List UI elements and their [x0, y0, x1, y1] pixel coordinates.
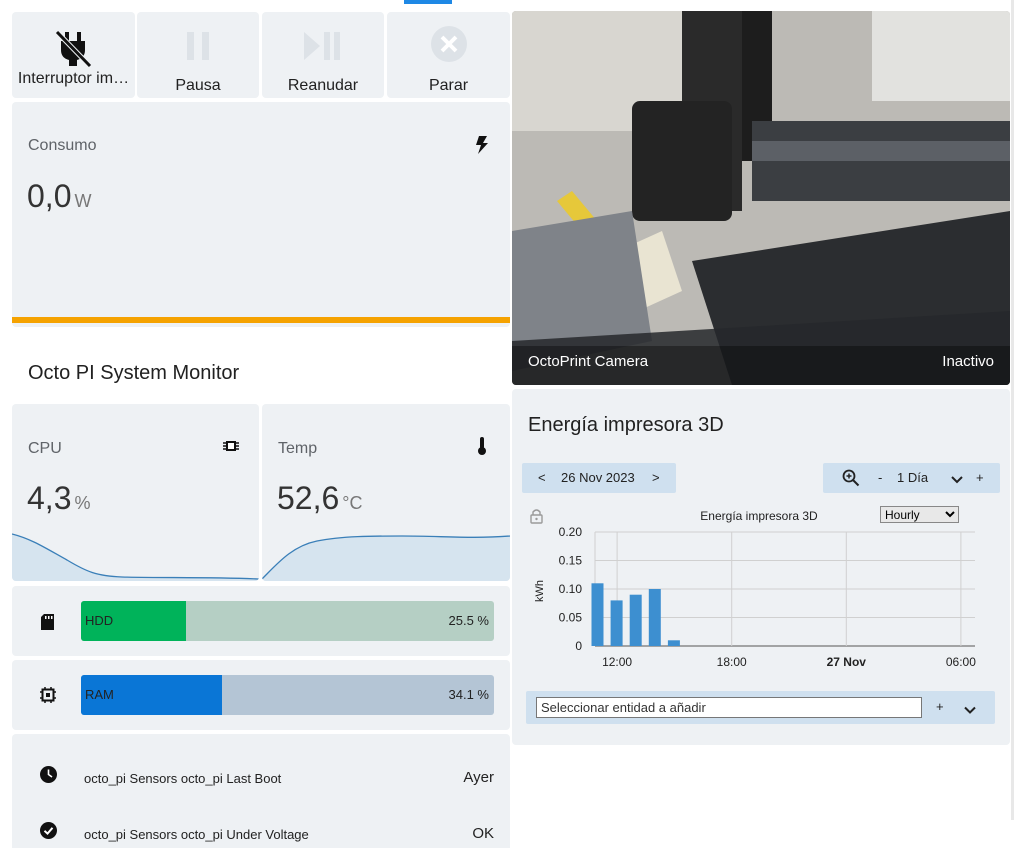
play-pause-icon [262, 30, 384, 70]
period-select[interactable]: 1 Día [897, 470, 929, 485]
entity-name: octo_pi Sensors octo_pi Under Voltage [84, 827, 309, 842]
chart-y-ticks: 0.20 0.15 0.10 0.05 0 [559, 525, 583, 653]
resume-button[interactable]: Reanudar [262, 12, 384, 98]
hourly-select[interactable]: Hourly [880, 506, 959, 523]
hdd-bar: HDD 25.5 % [81, 601, 494, 641]
expand-icon[interactable] [964, 703, 976, 718]
consumption-unit: W [74, 191, 92, 211]
consumption-title: Consumo [28, 137, 97, 154]
chevron-down-icon[interactable] [951, 473, 963, 488]
y-tick-label: 0.20 [559, 525, 583, 539]
energy-bar[interactable] [610, 600, 623, 646]
x-tick-label: 12:00 [602, 655, 632, 669]
power-switch-label: Interruptor im… [17, 70, 130, 87]
chart-title: Energía impresora 3D [700, 509, 818, 523]
energy-chart: Energía impresora 3D 0.20 0.15 0.10 0.05 0 1… [530, 509, 976, 669]
pause-icon [137, 30, 259, 70]
ram-bar: RAM 34.1 % [81, 675, 494, 715]
check-circle-icon [40, 822, 57, 844]
zoom-out-button[interactable]: - [878, 470, 883, 485]
ram-bar-label: RAM [85, 687, 114, 702]
period-selector: - 1 Día + [823, 463, 1000, 493]
power-switch-button[interactable]: Interruptor im… [12, 12, 135, 98]
cpu-unit: % [74, 493, 91, 513]
entity-name: octo_pi Sensors octo_pi Last Boot [84, 771, 282, 786]
prev-date-button[interactable]: < [538, 470, 546, 485]
temp-history-graph [262, 535, 510, 581]
chart-bars [591, 583, 680, 646]
energy-title: Energía impresora 3D [528, 414, 724, 436]
current-date[interactable]: 26 Nov 2023 [561, 470, 635, 485]
y-tick-label: 0.15 [559, 554, 583, 568]
entities-card: octo_pi Sensors octo_pi Last Boot Ayer o… [12, 734, 510, 848]
hdd-bar-label: HDD [85, 613, 114, 628]
temp-value: 52,6 °C [277, 480, 363, 516]
clock-icon [40, 766, 57, 788]
cpu-value: 4,3% [27, 480, 91, 516]
temp-unit: °C [342, 493, 363, 513]
lock-icon[interactable] [530, 509, 543, 524]
entity-row-under-voltage[interactable]: octo_pi Sensors octo_pi Under Voltage OK [12, 815, 510, 855]
pause-button[interactable]: Pausa [137, 12, 259, 98]
cpu-title: CPU [28, 440, 62, 457]
hdd-bar-percent: 25.5 % [448, 613, 489, 628]
entity-input[interactable] [536, 697, 922, 718]
cpu-history-graph [12, 533, 259, 581]
consumption-value: 0,0 W [27, 178, 92, 214]
x-tick-label: 06:00 [946, 655, 976, 669]
temp-title: Temp [278, 440, 318, 457]
zoom-in-button[interactable]: + [976, 470, 984, 485]
active-tab-indicator [404, 0, 452, 4]
energy-bar[interactable] [591, 583, 604, 646]
ram-bar-percent: 34.1 % [448, 687, 489, 702]
stop-label: Parar [428, 77, 469, 94]
chip-icon [40, 687, 56, 708]
pause-label: Pausa [175, 77, 221, 94]
camera-image [512, 11, 1010, 385]
entity-state[interactable]: Ayer [463, 769, 494, 786]
ram-bar-fill [81, 675, 222, 715]
camera-status: Inactivo [942, 353, 994, 370]
thermometer-icon [476, 437, 488, 460]
power-plug-off-icon [12, 26, 135, 68]
scrollbar[interactable] [1011, 0, 1014, 820]
stop-circle-icon [387, 24, 510, 64]
zoom-icon[interactable] [842, 469, 860, 490]
entity-row-last-boot[interactable]: octo_pi Sensors octo_pi Last Boot Ayer [12, 759, 510, 799]
energy-bar[interactable] [629, 594, 642, 646]
chart-y-label: kWh [534, 580, 546, 602]
octoprint-camera-card[interactable]: OctoPrint Camera Inactivo [512, 11, 1010, 385]
cpu-icon [223, 438, 239, 459]
y-tick-label: 0.05 [559, 611, 583, 625]
stop-button[interactable]: Parar [387, 12, 510, 98]
consumption-graph-line [12, 317, 510, 323]
energy-bar[interactable] [667, 640, 680, 646]
add-entity-button[interactable]: + [936, 699, 944, 714]
ram-usage-row[interactable]: RAM 34.1 % [12, 660, 510, 730]
flash-icon [475, 136, 489, 159]
system-monitor-title: Octo PI System Monitor [28, 362, 240, 384]
x-tick-label: 18:00 [717, 655, 747, 669]
hdd-usage-row[interactable]: HDD 25.5 % [12, 586, 510, 656]
cpu-card[interactable]: CPU 4,3% [12, 404, 259, 581]
y-tick-label: 0 [575, 639, 582, 653]
next-date-button[interactable]: > [652, 470, 660, 485]
chart-x-ticks: 12:00 18:00 27 Nov 06:00 [602, 655, 976, 669]
hdd-bar-fill [81, 601, 187, 641]
y-tick-label: 0.10 [559, 582, 583, 596]
entity-state[interactable]: OK [472, 825, 494, 842]
resume-label: Reanudar [287, 77, 359, 94]
sd-card-icon [41, 614, 54, 635]
camera-title: OctoPrint Camera [528, 353, 649, 370]
temp-card[interactable]: Temp 52,6 °C [262, 404, 510, 581]
date-navigator: < 26 Nov 2023 > [522, 463, 676, 493]
energy-bar[interactable] [648, 589, 661, 646]
x-tick-label: 27 Nov [827, 655, 867, 669]
power-consumption-card[interactable]: Consumo 0,0 W [12, 102, 510, 327]
